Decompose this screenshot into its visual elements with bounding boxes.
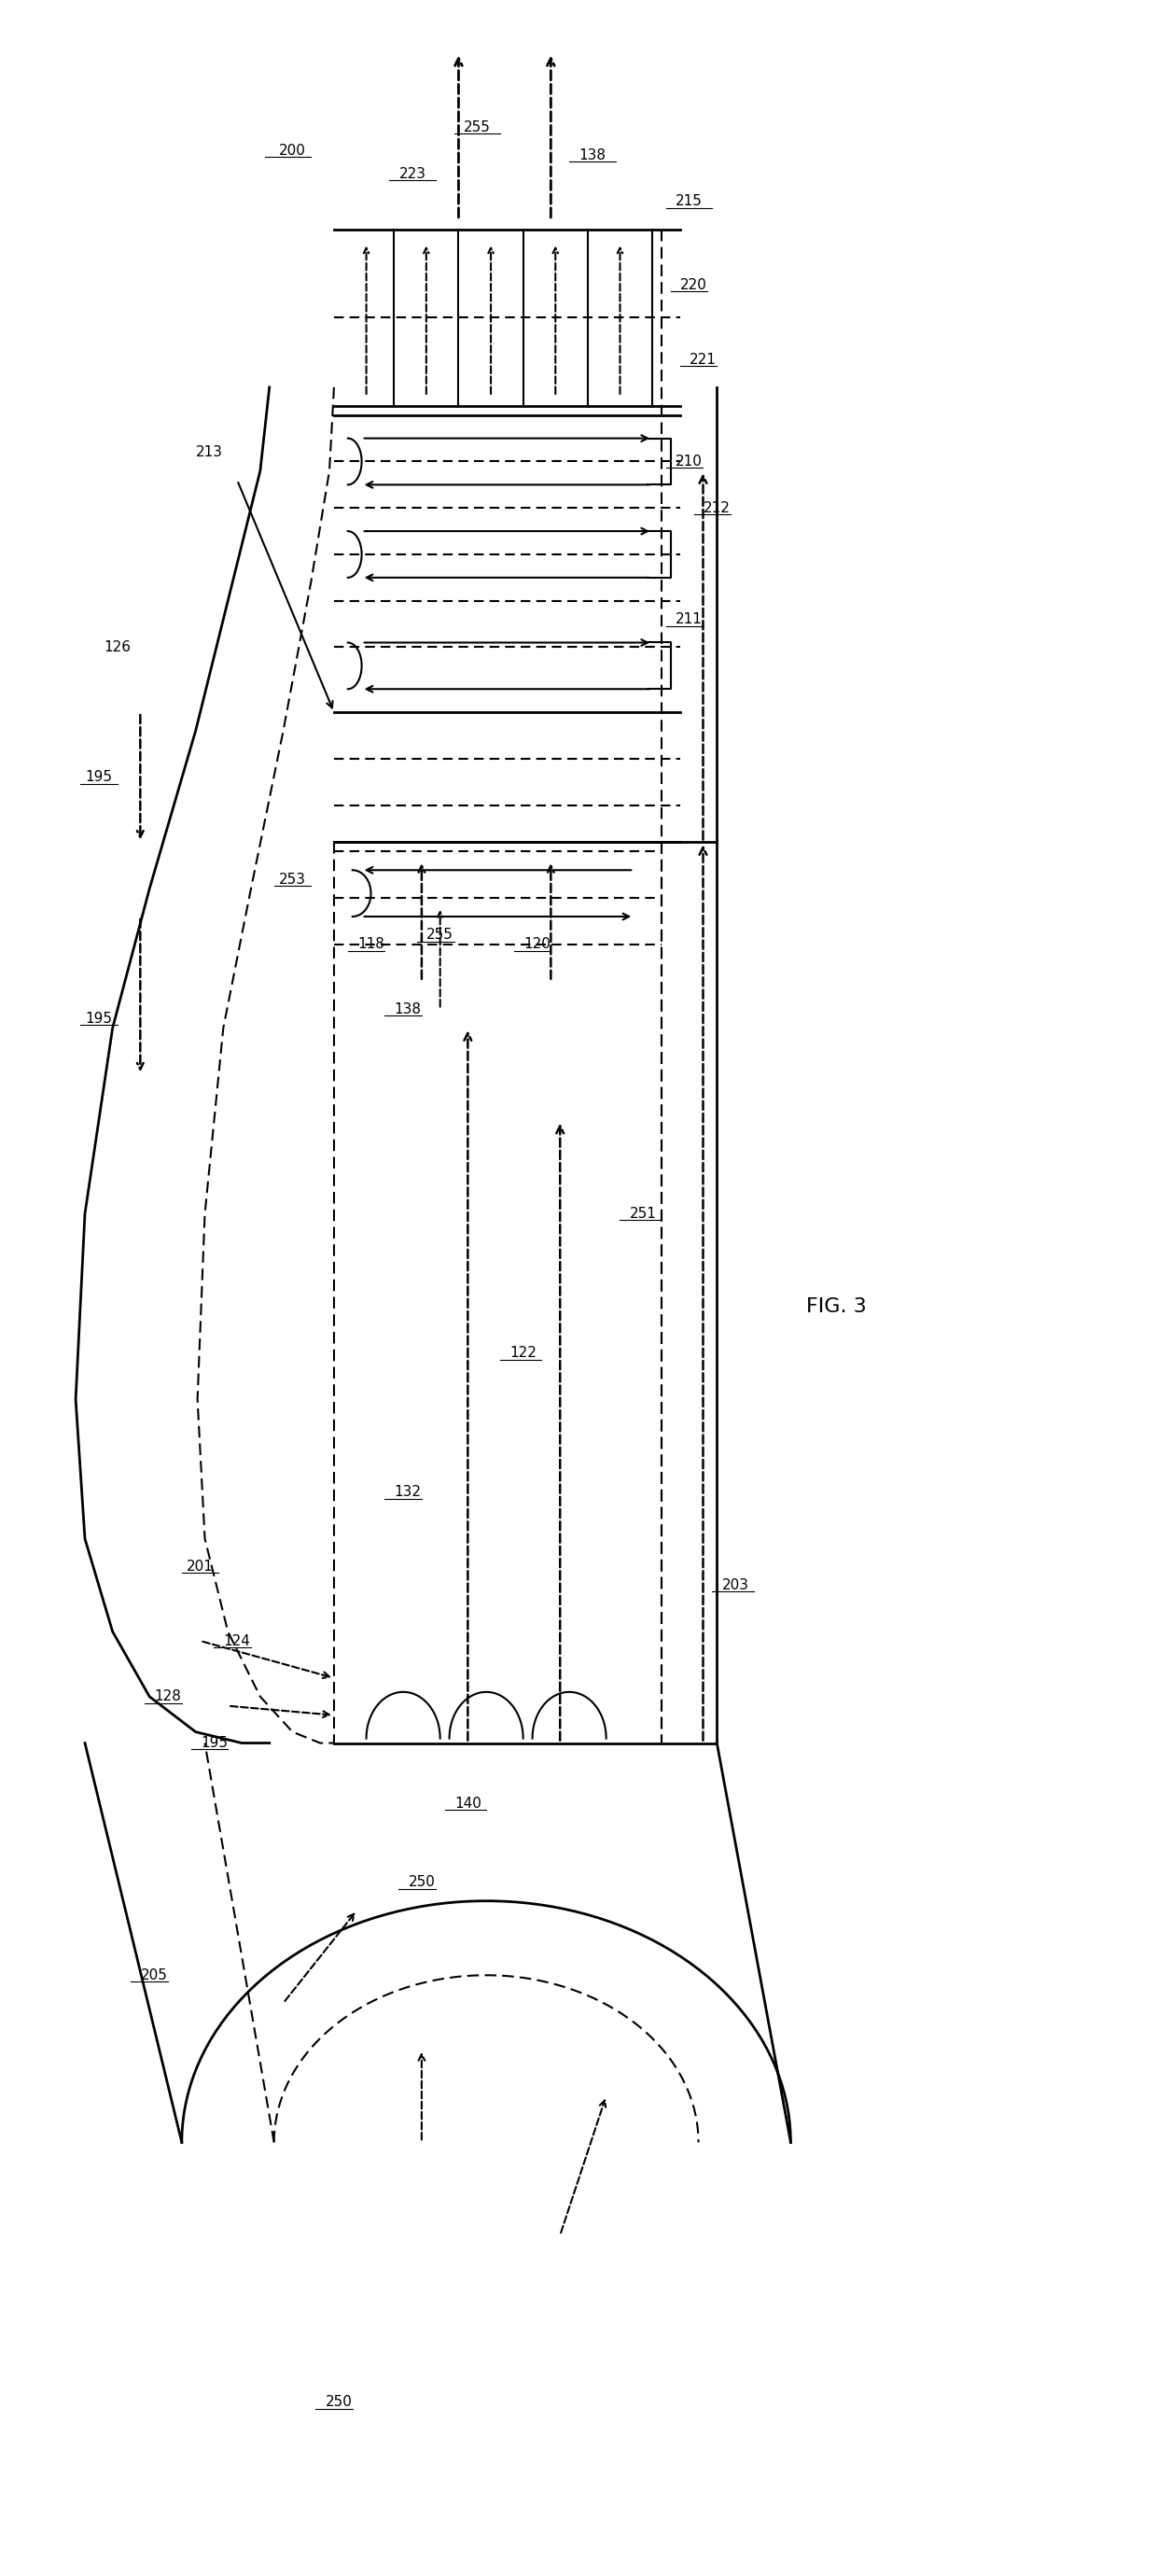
Text: 195: 195 (86, 1012, 112, 1025)
Text: 211: 211 (676, 613, 702, 626)
Text: 220: 220 (680, 278, 707, 291)
Text: 223: 223 (399, 167, 426, 180)
Text: 140: 140 (455, 1795, 481, 1811)
Text: 215: 215 (676, 196, 702, 209)
Text: 250: 250 (325, 2396, 352, 2409)
Text: 200: 200 (279, 144, 305, 157)
Text: 126: 126 (104, 641, 131, 654)
Text: 195: 195 (86, 770, 112, 783)
Text: 212: 212 (703, 500, 730, 515)
Text: 251: 251 (629, 1206, 656, 1221)
Text: 122: 122 (510, 1347, 537, 1360)
Text: 138: 138 (578, 147, 606, 162)
Text: 138: 138 (395, 1002, 421, 1018)
Text: 124: 124 (223, 1633, 251, 1649)
Text: 118: 118 (358, 938, 384, 951)
Text: FIG. 3: FIG. 3 (806, 1298, 867, 1316)
Text: 253: 253 (279, 873, 305, 886)
Text: 203: 203 (722, 1579, 749, 1592)
Text: 210: 210 (676, 453, 702, 469)
Text: 120: 120 (523, 938, 551, 951)
Text: 255: 255 (464, 121, 491, 134)
Text: 201: 201 (186, 1558, 214, 1574)
Text: 213: 213 (196, 446, 223, 459)
Text: 255: 255 (427, 927, 454, 943)
Text: 132: 132 (395, 1486, 421, 1499)
Text: 205: 205 (141, 1968, 168, 1981)
Text: 250: 250 (408, 1875, 435, 1888)
Text: 221: 221 (690, 353, 716, 366)
Text: 128: 128 (155, 1690, 182, 1703)
Text: 195: 195 (200, 1736, 228, 1749)
